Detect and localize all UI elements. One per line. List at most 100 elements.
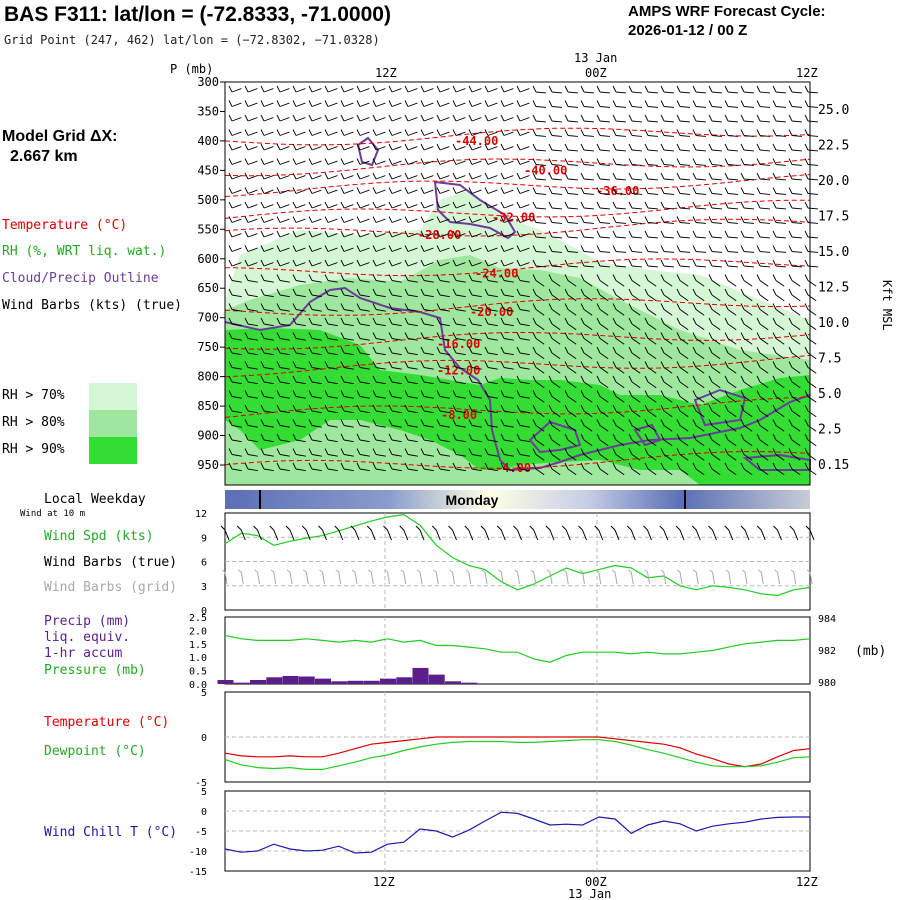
wind-barb-true xyxy=(594,525,604,541)
wind-barb xyxy=(596,158,611,166)
wind-barb xyxy=(644,172,659,181)
wind-barb xyxy=(340,201,354,209)
wind-barb-true xyxy=(545,525,555,541)
wind-y-tick: 6 xyxy=(201,558,207,569)
wind-barb xyxy=(596,259,611,268)
precip-bar xyxy=(331,681,348,684)
wind-barb xyxy=(676,85,691,94)
wind-barb xyxy=(756,100,771,108)
wind-barb xyxy=(612,172,627,181)
wind-barb xyxy=(612,288,625,302)
wind-barb xyxy=(564,390,577,403)
wind-barb xyxy=(308,216,322,223)
wind-barb xyxy=(436,245,450,252)
wind-barb-grid xyxy=(221,569,228,585)
wind-barb xyxy=(724,346,737,360)
wind-barb xyxy=(532,158,547,166)
wind-barb xyxy=(692,288,705,302)
wind-barb xyxy=(772,158,787,166)
wind-barb-grid xyxy=(286,569,293,585)
temp-contour-line xyxy=(224,451,811,469)
wind-barb xyxy=(548,317,561,331)
kft-ticks: 25.0 22.5 20.0 17.5 15.0 12.5 10.0 7.5 5.0 2.5 0.1… xyxy=(818,103,849,473)
wind-barb xyxy=(484,201,498,209)
wind-barb xyxy=(596,419,609,432)
wind-barb xyxy=(404,274,418,283)
wind-barb xyxy=(516,114,530,122)
wind-barb xyxy=(628,433,641,447)
pressure-tick-label: 750 xyxy=(197,340,219,354)
wind-barb xyxy=(788,390,801,403)
wind-barb xyxy=(628,404,641,418)
wind-barb xyxy=(452,332,466,341)
wind-barb xyxy=(484,245,498,252)
wind-barb xyxy=(644,317,657,331)
precip-bar xyxy=(412,667,429,684)
wind-barb xyxy=(612,187,627,195)
wind-barb xyxy=(500,158,514,165)
wind-barb xyxy=(564,85,579,94)
wind-barb xyxy=(484,172,498,180)
wind-barb xyxy=(612,462,625,476)
wind-barb xyxy=(468,317,482,327)
wind-barb xyxy=(292,448,306,457)
wind-barb xyxy=(548,404,561,418)
wind-barb xyxy=(228,172,242,180)
wind-barb xyxy=(404,100,418,107)
wind-barb xyxy=(324,332,338,341)
wind-barb xyxy=(436,317,450,327)
wind-barb xyxy=(276,158,290,165)
wind-barb xyxy=(420,158,434,165)
wind-barb xyxy=(676,317,689,331)
wind-barb xyxy=(564,100,579,108)
cycle-title: AMPS WRF Forecast Cycle: xyxy=(628,3,826,20)
wind-barb xyxy=(756,332,769,345)
wind-barb xyxy=(628,332,641,345)
wind-barb xyxy=(228,158,242,165)
wind-barb xyxy=(788,433,801,447)
wind-barb xyxy=(740,143,755,152)
wind-barb xyxy=(628,462,641,476)
wind-y-tick: 0 xyxy=(201,606,207,617)
wind-barb xyxy=(420,100,434,107)
wind-barb xyxy=(292,230,306,238)
legend-rh80-swatch xyxy=(89,410,137,437)
wind-barb xyxy=(340,346,354,356)
wind-barb xyxy=(740,259,755,268)
wind-barb xyxy=(516,375,530,385)
wind-barb-true xyxy=(756,525,766,541)
wind-barb xyxy=(804,317,817,331)
wind-barb xyxy=(420,143,434,151)
kft-tick-label: 12.5 xyxy=(818,281,849,296)
wind-barb-grid xyxy=(611,569,618,585)
precip-bar xyxy=(347,680,364,684)
pressure-tick-label: 800 xyxy=(197,370,219,384)
wind-barb xyxy=(404,390,418,399)
wind-barb xyxy=(676,433,689,447)
wind-barb xyxy=(756,317,769,331)
wind-barb xyxy=(772,346,785,360)
temp-contour-line xyxy=(224,332,811,350)
wind-barb xyxy=(516,288,530,298)
wind-barb-grid xyxy=(270,569,277,585)
wind-barb xyxy=(660,85,675,94)
wind-barb xyxy=(276,172,290,180)
wind-barb xyxy=(260,317,274,327)
wind-barb xyxy=(452,433,466,443)
wind-barb xyxy=(436,332,450,341)
wind-barb xyxy=(500,462,514,472)
wind-barb xyxy=(532,433,545,447)
wind-barb xyxy=(532,448,545,461)
wind-barb xyxy=(468,230,482,238)
kft-tick-label: 5.0 xyxy=(818,387,841,402)
wind-barbs-true-label: Wind Barbs (true) xyxy=(44,555,178,570)
wind-barb xyxy=(468,114,482,122)
wind-barb xyxy=(292,143,306,151)
wind-barb xyxy=(724,375,737,389)
wind-barb xyxy=(484,390,498,399)
wind-barb xyxy=(468,245,482,252)
wind-barb-grid xyxy=(546,569,553,585)
wind-barb xyxy=(660,332,673,345)
wind-barb xyxy=(308,158,322,165)
